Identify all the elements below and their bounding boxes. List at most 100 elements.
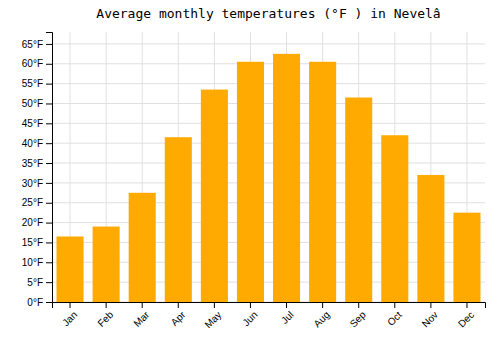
x-tick-label: Jun bbox=[240, 309, 259, 328]
x-tick: Nov bbox=[420, 302, 440, 329]
y-axis: 0°F 5°F 10°F 15°F 20°F 25°F 30°F 35°F 40°F 45°F 50… bbox=[22, 33, 53, 308]
y-axis-line bbox=[46, 33, 53, 303]
y-tick-mark bbox=[46, 123, 52, 124]
x-tick: Apr bbox=[169, 302, 188, 328]
x-tick: Jun bbox=[240, 302, 259, 328]
y-grid-line bbox=[52, 143, 485, 144]
bar bbox=[381, 135, 408, 302]
x-tick: Jan bbox=[60, 302, 79, 328]
x-tick-label: Jan bbox=[60, 309, 79, 328]
bar bbox=[57, 236, 84, 302]
bar bbox=[309, 62, 336, 302]
y-tick: 20°F bbox=[22, 217, 52, 228]
y-tick-label: 40°F bbox=[22, 138, 43, 149]
y-tick: 0°F bbox=[27, 297, 52, 308]
bars bbox=[57, 54, 481, 302]
x-tick-label: Aug bbox=[311, 309, 331, 329]
x-tick-mark bbox=[178, 302, 179, 308]
y-tick: 30°F bbox=[22, 178, 52, 189]
y-tick-label: 0°F bbox=[27, 297, 43, 308]
y-tick: 60°F bbox=[22, 58, 52, 69]
x-tick: Oct bbox=[385, 302, 404, 328]
x-tick-mark bbox=[70, 302, 71, 308]
y-tick: 35°F bbox=[22, 158, 52, 169]
y-tick-label: 20°F bbox=[22, 217, 43, 228]
x-tick: May bbox=[202, 302, 223, 330]
y-tick-label: 10°F bbox=[22, 257, 43, 268]
x-tick-mark bbox=[286, 302, 287, 308]
bar bbox=[453, 213, 480, 302]
x-axis: Jan Feb Mar Apr May Jun Jul Aug Sep Oct Nov Dec bbox=[53, 302, 486, 330]
y-tick-label: 60°F bbox=[22, 58, 43, 69]
x-tick: Jul bbox=[279, 302, 296, 326]
y-tick-mark bbox=[46, 223, 52, 224]
x-tick-mark bbox=[430, 302, 431, 308]
x-tick: Aug bbox=[311, 302, 331, 329]
x-tick-label: Feb bbox=[95, 309, 115, 329]
bar bbox=[345, 98, 372, 302]
y-tick: 25°F bbox=[22, 197, 52, 208]
bar bbox=[273, 54, 300, 302]
bar bbox=[417, 175, 444, 302]
y-tick-mark bbox=[46, 282, 52, 283]
x-tick-mark bbox=[394, 302, 395, 308]
x-tick-mark bbox=[106, 302, 107, 308]
y-tick: 45°F bbox=[22, 118, 52, 129]
y-tick-mark bbox=[46, 203, 52, 204]
grid bbox=[52, 32, 485, 302]
y-tick-label: 15°F bbox=[22, 237, 43, 248]
x-tick-mark bbox=[322, 302, 323, 308]
y-grid-line bbox=[52, 103, 485, 104]
y-tick-mark bbox=[46, 242, 52, 243]
y-tick-mark bbox=[46, 64, 52, 65]
y-tick-mark bbox=[46, 262, 52, 263]
bar bbox=[237, 62, 264, 302]
x-axis-line bbox=[53, 303, 486, 309]
x-tick-label: Dec bbox=[456, 309, 476, 329]
x-tick-label: Nov bbox=[420, 309, 440, 329]
chart: 0°F 5°F 10°F 15°F 20°F 25°F 30°F 35°F 40°F 45°F 50… bbox=[0, 0, 500, 350]
y-tick-mark bbox=[46, 163, 52, 164]
bar bbox=[201, 90, 228, 302]
y-tick: 55°F bbox=[22, 78, 52, 89]
x-tick-label: Oct bbox=[385, 309, 404, 328]
x-tick-label: Sep bbox=[348, 309, 369, 330]
x-tick-mark bbox=[142, 302, 143, 308]
y-tick-mark bbox=[46, 183, 52, 184]
x-tick: Feb bbox=[95, 302, 115, 329]
x-tick: Mar bbox=[131, 302, 151, 329]
bar bbox=[165, 137, 192, 302]
y-grid-line bbox=[52, 83, 485, 84]
y-tick-label: 5°F bbox=[27, 277, 43, 288]
x-tick-label: Apr bbox=[169, 309, 188, 328]
y-tick: 40°F bbox=[22, 138, 52, 149]
y-tick: 50°F bbox=[22, 98, 52, 109]
y-tick: 5°F bbox=[27, 277, 52, 288]
y-tick: 15°F bbox=[22, 237, 52, 248]
x-tick: Dec bbox=[456, 302, 476, 329]
y-tick-label: 35°F bbox=[22, 158, 43, 169]
y-grid-line bbox=[52, 63, 485, 64]
title: Average monthly temperatures (°F ) in Ne… bbox=[96, 6, 440, 21]
y-tick-label: 55°F bbox=[22, 78, 43, 89]
bar bbox=[129, 193, 156, 302]
y-tick-label: 25°F bbox=[22, 197, 43, 208]
y-tick-mark bbox=[46, 44, 52, 45]
x-tick-mark bbox=[214, 302, 215, 308]
y-tick-mark bbox=[46, 84, 52, 85]
x-tick-label: Mar bbox=[131, 309, 151, 329]
y-grid-line bbox=[52, 43, 485, 44]
y-tick-mark bbox=[46, 103, 52, 104]
x-tick-mark bbox=[466, 302, 467, 308]
y-tick-label: 45°F bbox=[22, 118, 43, 129]
y-tick-mark bbox=[46, 143, 52, 144]
y-grid-line bbox=[52, 163, 485, 164]
y-tick-mark bbox=[46, 302, 52, 303]
plot: 0°F 5°F 10°F 15°F 20°F 25°F 30°F 35°F 40°F 45°F 50… bbox=[22, 32, 486, 330]
y-tick: 65°F bbox=[22, 39, 52, 50]
y-tick-label: 65°F bbox=[22, 39, 43, 50]
y-grid-line bbox=[52, 123, 485, 124]
y-tick-label: 30°F bbox=[22, 178, 43, 189]
y-tick: 10°F bbox=[22, 257, 52, 268]
x-tick-mark bbox=[358, 302, 359, 308]
